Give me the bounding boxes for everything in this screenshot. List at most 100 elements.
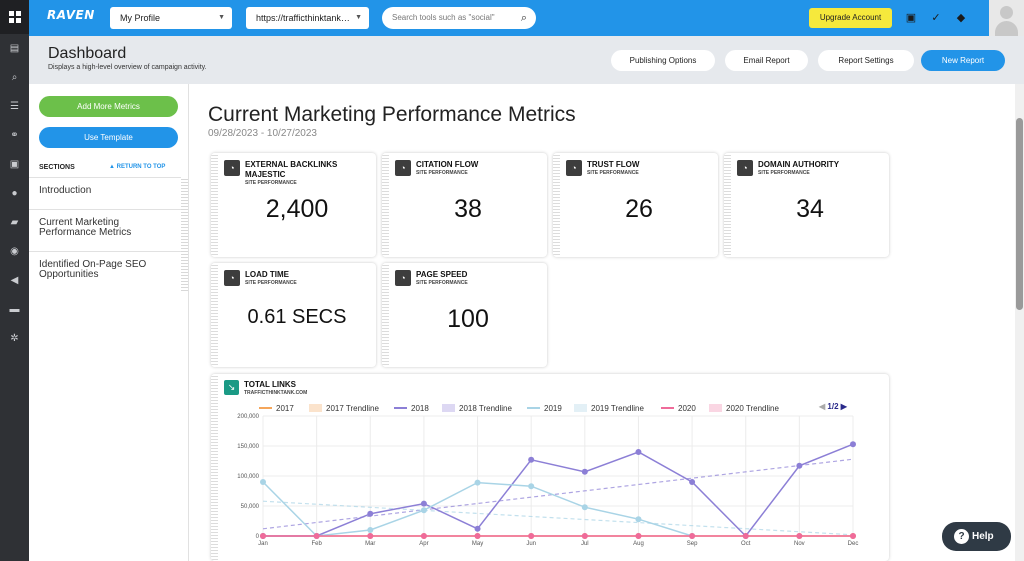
prev-arrow-icon[interactable]: ◀ — [819, 402, 826, 411]
top-bar: RAVEN My Profile ▼ https://trafficthinkt… — [29, 0, 1024, 36]
series-trendline — [262, 500, 854, 536]
legend-page: 1/2 — [827, 402, 839, 411]
data-point — [742, 533, 749, 539]
next-arrow-icon[interactable]: ▶ — [840, 402, 847, 411]
metric-title: CITATION FLOW — [416, 160, 479, 169]
drag-handle[interactable] — [181, 177, 188, 292]
total-links-chart-card[interactable]: ↘ TOTAL LINKS TRAFFICTHINKTANK.COM 2017 … — [211, 374, 889, 561]
legend-item-2020-trendline[interactable]: 2020 Trendline — [709, 402, 779, 414]
drag-handle[interactable] — [724, 153, 731, 257]
metric-card-page-speed[interactable]: ◔ PAGE SPEED SITE PERFORMANCE 100 — [382, 263, 547, 367]
report-icon[interactable]: ☰ — [10, 101, 19, 112]
legend-item-2017-trendline[interactable]: 2017 Trendline — [309, 402, 379, 414]
card-icon[interactable]: ▬ — [9, 304, 20, 315]
new-report-button[interactable]: New Report — [921, 50, 1005, 71]
tasks-icon[interactable]: ✓ — [931, 12, 941, 24]
document-icon[interactable]: ▤ — [9, 43, 20, 54]
upgrade-account-button[interactable]: Upgrade Account — [809, 8, 892, 28]
megaphone-icon[interactable]: ◀ — [10, 275, 19, 286]
drag-handle[interactable] — [382, 153, 389, 257]
legend-marker — [442, 404, 455, 412]
chat-icon[interactable]: ▰ — [10, 217, 19, 228]
page-scrollbar-thumb[interactable] — [1016, 118, 1023, 310]
briefcase-icon[interactable]: ▣ — [9, 159, 20, 170]
metric-card-domain-authority[interactable]: ◔ DOMAIN AUTHORITY SITE PERFORMANCE 34 — [724, 153, 889, 257]
metric-card-citation-flow[interactable]: ◔ CITATION FLOW SITE PERFORMANCE 38 — [382, 153, 547, 257]
data-point — [635, 516, 642, 523]
profile-select[interactable]: My Profile ▼ — [110, 7, 232, 29]
link-icon[interactable]: ⚭ — [10, 130, 19, 141]
legend-item-2020[interactable]: 2020 — [661, 402, 696, 414]
settings-gear-icon[interactable]: ✲ — [10, 333, 19, 344]
profile-select-value: My Profile — [120, 13, 161, 23]
x-tick-label: Oct — [741, 541, 751, 547]
x-tick-label: Mar — [365, 541, 375, 547]
bell-icon[interactable]: ◆ — [956, 12, 966, 24]
total-links-chart: 0 50,000 100,000 150,000 200,000 Jan Feb Mar Apr… — [237, 414, 858, 547]
legend-item-2018[interactable]: 2018 — [394, 402, 429, 414]
legend-label: 2018 Trendline — [459, 403, 512, 413]
legend-pager[interactable]: ◀ 1/2 ▶ — [819, 402, 847, 411]
drag-handle[interactable] — [211, 374, 218, 561]
metric-title: PAGE SPEED — [416, 270, 468, 279]
y-tick-label: 0 — [256, 534, 260, 540]
metric-card-external-backlinks[interactable]: ◔ EXTERNAL BACKLINKS MAJESTIC SITE PERFO… — [211, 153, 376, 257]
metric-card-trust-flow[interactable]: ◔ TRUST FLOW SITE PERFORMANCE 26 — [553, 153, 718, 257]
contacts-icon[interactable]: ▣ — [905, 12, 917, 24]
legend-marker — [661, 404, 674, 412]
x-tick-label: Aug — [633, 541, 644, 547]
publishing-options-button[interactable]: Publishing Options — [611, 50, 715, 71]
y-tick-label: 100,000 — [237, 474, 259, 480]
raven-logo[interactable]: RAVEN — [47, 8, 95, 22]
drag-handle[interactable] — [382, 263, 389, 367]
x-tick-label: Sep — [687, 541, 698, 547]
y-tick-label: 50,000 — [241, 504, 260, 510]
return-to-top-link[interactable]: ▲ RETURN TO TOP — [109, 164, 166, 170]
section-title: Current Marketing Performance Metrics — [208, 103, 576, 126]
email-report-button[interactable]: Email Report — [725, 50, 808, 71]
help-button[interactable]: ? Help — [942, 522, 1011, 551]
legend-item-2017[interactable]: 2017 — [259, 402, 294, 414]
page-scrollbar-track[interactable] — [1015, 84, 1024, 561]
drag-handle[interactable] — [211, 153, 218, 257]
apps-grid-icon[interactable] — [0, 0, 29, 34]
search-tools-icon[interactable]: ⌕ — [11, 72, 18, 83]
report-settings-button[interactable]: Report Settings — [818, 50, 914, 71]
chart-subtitle: TRAFFICTHINKTANK.COM — [244, 390, 308, 396]
legend-label: 2019 — [544, 403, 562, 413]
data-point — [796, 462, 803, 469]
metric-title: LOAD TIME — [245, 270, 289, 279]
legend-label: 2019 Trendline — [591, 403, 644, 413]
info-icon[interactable]: ● — [11, 188, 18, 199]
x-tick-label: Nov — [794, 541, 805, 547]
use-template-button[interactable]: Use Template — [39, 127, 178, 148]
data-point — [474, 479, 481, 486]
legend-item-2019-trendline[interactable]: 2019 Trendline — [574, 402, 644, 414]
drag-handle[interactable] — [553, 153, 560, 257]
metric-value: 38 — [454, 195, 482, 223]
search-icon: ⌕ — [520, 12, 527, 24]
legend-marker — [309, 404, 322, 412]
question-icon: ? — [954, 529, 969, 544]
avatar[interactable] — [989, 0, 1024, 36]
drag-handle[interactable] — [211, 263, 218, 367]
gauge-icon: ◔ — [566, 160, 582, 176]
legend-item-2018-trendline[interactable]: 2018 Trendline — [442, 402, 512, 414]
x-tick-label: Jun — [526, 541, 536, 547]
data-point — [367, 533, 374, 539]
legend-item-2019[interactable]: 2019 — [527, 402, 562, 414]
chart-title: TOTAL LINKS — [244, 380, 296, 389]
x-tick-label: Apr — [419, 541, 428, 547]
data-point — [528, 483, 535, 490]
search-input[interactable]: Search tools such as "social" ⌕ — [382, 7, 536, 29]
sidebar-item-seo-opportunities[interactable]: Identified On-Page SEO Opportunities — [29, 251, 181, 293]
metric-card-load-time[interactable]: ◔ LOAD TIME SITE PERFORMANCE 0.61 SECS — [211, 263, 376, 367]
url-select[interactable]: https://trafficthinktank… ▼ — [246, 7, 369, 29]
data-point — [581, 468, 588, 475]
add-more-metrics-button[interactable]: Add More Metrics — [39, 96, 178, 117]
page-title: Dashboard — [48, 45, 127, 62]
sidebar-item-performance-metrics[interactable]: Current Marketing Performance Metrics — [29, 209, 181, 251]
data-point — [528, 533, 535, 539]
target-icon[interactable]: ◉ — [10, 246, 19, 257]
sidebar-item-introduction[interactable]: Introduction — [29, 177, 181, 209]
